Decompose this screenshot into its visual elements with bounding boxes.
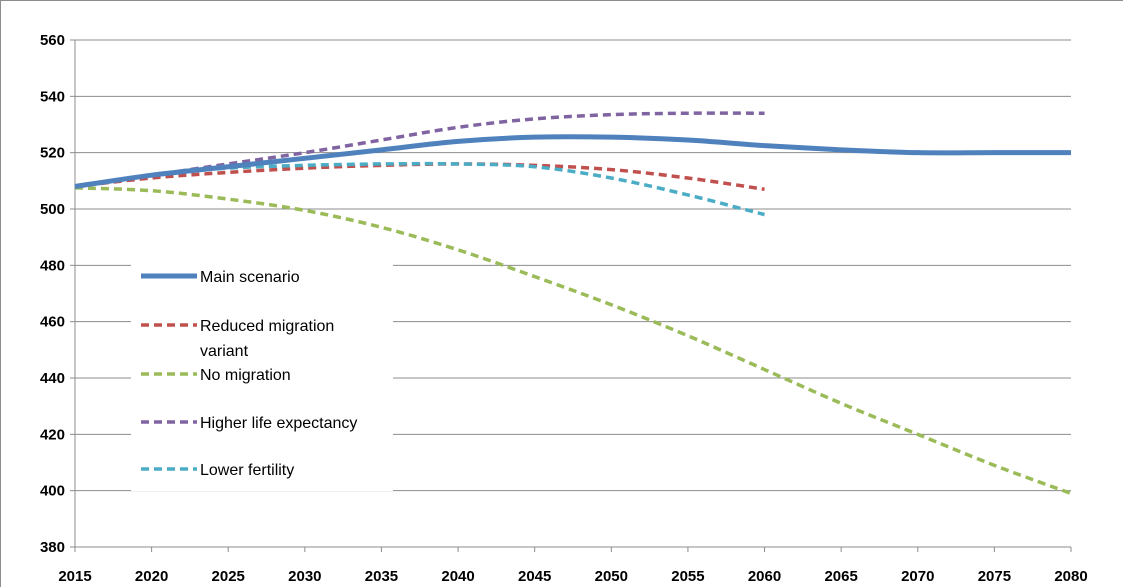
x-tick-label: 2040 — [441, 568, 474, 585]
y-tick-label: 560 — [40, 32, 65, 49]
series-line-no-migration — [74, 186, 1072, 496]
y-tick-label: 420 — [40, 426, 65, 443]
x-tick-label: 2070 — [901, 568, 934, 585]
y-tick-label: 480 — [40, 257, 65, 274]
legend-label-reduced-migration-line2: variant — [200, 343, 249, 360]
x-tick-label: 2060 — [748, 568, 781, 585]
x-tick-label: 2020 — [135, 568, 168, 585]
x-tick-label: 2035 — [365, 568, 398, 585]
y-tick-label: 520 — [40, 145, 65, 162]
series-line-higher-life-expectancy — [74, 111, 765, 189]
x-tick-label: 2080 — [1054, 568, 1087, 585]
y-tick-label: 460 — [40, 314, 65, 331]
x-tick-label: 2045 — [518, 568, 551, 585]
y-tick-label: 540 — [40, 88, 65, 105]
series-line-lower-fertility — [74, 161, 765, 217]
legend-label-higher-life-expectancy: Higher life expectancy — [200, 415, 357, 432]
x-tick-label: 2030 — [288, 568, 321, 585]
series-line-main-scenario — [74, 134, 1071, 189]
x-tick-label: 2025 — [212, 568, 245, 585]
x-tick-label: 2015 — [58, 568, 91, 585]
x-tick-label: 2055 — [671, 568, 704, 585]
y-tick-label: 380 — [40, 539, 65, 556]
x-tick-label: 2050 — [595, 568, 628, 585]
series-line-reduced-migration — [74, 162, 765, 192]
legend-label-lower-fertility: Lower fertility — [200, 462, 294, 479]
legend-label-reduced-migration: Reduced migration — [200, 318, 334, 335]
x-tick-label: 2075 — [978, 568, 1011, 585]
y-tick-label: 440 — [40, 370, 65, 387]
y-tick-label: 500 — [40, 201, 65, 218]
y-tick-label: 400 — [40, 483, 65, 500]
x-tick-label: 2065 — [824, 568, 857, 585]
legend-label-no-migration: No migration — [200, 367, 291, 384]
legend-label-main-scenario: Main scenario — [200, 269, 300, 286]
